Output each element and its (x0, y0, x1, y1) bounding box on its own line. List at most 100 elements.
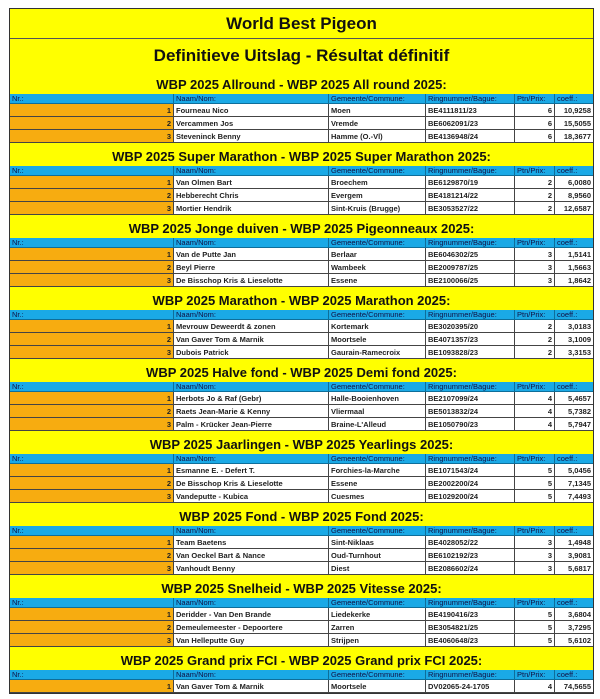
cell-rank: 2 (10, 333, 174, 346)
cell-municipality: Moen (329, 104, 426, 117)
cell-coefficient: 15,5055 (555, 117, 593, 130)
cell-points: 4 (515, 392, 555, 405)
cell-points: 2 (515, 346, 555, 359)
cell-ring-number: BE3053527/22 (426, 202, 515, 215)
cell-municipality: Wambeek (329, 261, 426, 274)
cell-name: Van Helleputte Guy (174, 634, 329, 647)
column-header-name: Naam/Nom: (174, 382, 329, 392)
column-header-name: Naam/Nom: (174, 598, 329, 608)
cell-municipality: Gaurain-Ramecroix (329, 346, 426, 359)
column-header-municipality: Gemeente/Commune: (329, 382, 426, 392)
cell-ring-number: BE6129870/19 (426, 176, 515, 189)
cell-municipality: Halle-Booienhoven (329, 392, 426, 405)
cell-ring-number: BE2100066/25 (426, 274, 515, 287)
column-header-municipality: Gemeente/Commune: (329, 238, 426, 248)
result-section: WBP 2025 Grand prix FCI - WBP 2025 Grand… (10, 647, 593, 693)
table-row: 3 Steveninck Benny Hamme (O.-Vl) BE4136948/… (10, 130, 593, 143)
cell-coefficient: 1,5141 (555, 248, 593, 261)
cell-points: 5 (515, 490, 555, 503)
table-row: 1 Van de Putte Jan Berlaar BE6046302/25 3 1,5… (10, 248, 593, 261)
cell-ring-number: BE4136948/24 (426, 130, 515, 143)
cell-points: 3 (515, 562, 555, 575)
cell-ring-number: BE2086602/24 (426, 562, 515, 575)
cell-coefficient: 3,3153 (555, 346, 593, 359)
column-header-points: Ptn/Prix: (515, 94, 555, 104)
cell-points: 4 (515, 405, 555, 418)
table-row: 2 Beyl Pierre Wambeek BE2009787/25 3 1,5663 (10, 261, 593, 274)
cell-name: De Bisschop Kris & Lieselotte (174, 274, 329, 287)
result-section: WBP 2025 Jonge duiven - WBP 2025 Pigeonn… (10, 215, 593, 287)
cell-ring-number: BE1071543/24 (426, 464, 515, 477)
cell-ring-number: BE6046302/25 (426, 248, 515, 261)
cell-coefficient: 74,5655 (555, 680, 593, 693)
column-header-municipality: Gemeente/Commune: (329, 598, 426, 608)
column-header-name: Naam/Nom: (174, 238, 329, 248)
table-row: 2 Van Gaver Tom & Marnik Moortsele BE407135… (10, 333, 593, 346)
table-row: 1 Deridder - Van Den Brande Liedekerke BE41… (10, 608, 593, 621)
cell-ring-number: BE3054821/25 (426, 621, 515, 634)
section-title: WBP 2025 Jonge duiven - WBP 2025 Pigeonn… (128, 221, 475, 236)
cell-rank: 2 (10, 477, 174, 490)
cell-coefficient: 3,6804 (555, 608, 593, 621)
cell-name: Steveninck Benny (174, 130, 329, 143)
cell-points: 4 (515, 418, 555, 431)
result-section: WBP 2025 Halve fond - WBP 2025 Demi fond… (10, 359, 593, 431)
cell-municipality: Hamme (O.-Vl) (329, 130, 426, 143)
cell-ring-number: BE4028052/22 (426, 536, 515, 549)
cell-municipality: Liedekerke (329, 608, 426, 621)
column-header-coefficient: coeff.: (555, 454, 593, 464)
section-title: WBP 2025 Snelheid - WBP 2025 Vitesse 202… (161, 581, 442, 596)
cell-coefficient: 1,4948 (555, 536, 593, 549)
cell-name: Vanhoudt Benny (174, 562, 329, 575)
table-row: 3 De Bisschop Kris & Lieselotte Essene BE21… (10, 274, 593, 287)
cell-municipality: Sint-Kruis (Brugge) (329, 202, 426, 215)
cell-municipality: Sint-Niklaas (329, 536, 426, 549)
cell-coefficient: 1,5663 (555, 261, 593, 274)
column-header-ring-number: Ringnummer/Bague: (426, 598, 515, 608)
cell-municipality: Braine-L'Alleud (329, 418, 426, 431)
column-header-name: Naam/Nom: (174, 526, 329, 536)
table-row: 2 Hebberecht Chris Evergem BE4181214/22 2 8,9… (10, 189, 593, 202)
column-header-rank: Nr.: (10, 166, 174, 176)
cell-rank: 1 (10, 392, 174, 405)
cell-coefficient: 3,7295 (555, 621, 593, 634)
cell-rank: 1 (10, 248, 174, 261)
cell-name: Van Oeckel Bart & Nance (174, 549, 329, 562)
cell-coefficient: 5,0456 (555, 464, 593, 477)
table-row: 3 Vandeputte - Kubica Cuesmes BE1029200/24 5… (10, 490, 593, 503)
section-title: WBP 2025 Halve fond - WBP 2025 Demi fond… (146, 365, 457, 380)
table-header: Nr.: Naam/Nom: Gemeente/Commune: Ringnummer… (10, 670, 593, 680)
table-row: 2 De Bisschop Kris & Lieselotte Essene BE20… (10, 477, 593, 490)
column-header-ring-number: Ringnummer/Bague: (426, 526, 515, 536)
cell-rank: 3 (10, 562, 174, 575)
cell-ring-number: BE4190416/23 (426, 608, 515, 621)
column-header-points: Ptn/Prix: (515, 382, 555, 392)
column-header-ring-number: Ringnummer/Bague: (426, 310, 515, 320)
column-header-rank: Nr.: (10, 526, 174, 536)
cell-municipality: Moortsele (329, 333, 426, 346)
table-row: 3 Mortier Hendrik Sint-Kruis (Brugge) BE305… (10, 202, 593, 215)
cell-ring-number: BE6062091/23 (426, 117, 515, 130)
column-header-ring-number: Ringnummer/Bague: (426, 670, 515, 680)
table-row: 2 Demeulemeester - Depoortere Zarren BE3054… (10, 621, 593, 634)
cell-rank: 3 (10, 418, 174, 431)
column-header-points: Ptn/Prix: (515, 238, 555, 248)
column-header-points: Ptn/Prix: (515, 526, 555, 536)
cell-points: 3 (515, 248, 555, 261)
table-header: Nr.: Naam/Nom: Gemeente/Commune: Ringnummer… (10, 238, 593, 248)
cell-rank: 2 (10, 621, 174, 634)
cell-coefficient: 18,3677 (555, 130, 593, 143)
cell-rank: 2 (10, 549, 174, 562)
cell-ring-number: BE2002200/24 (426, 477, 515, 490)
cell-rank: 3 (10, 490, 174, 503)
cell-coefficient: 10,9258 (555, 104, 593, 117)
table-row: 1 Van Olmen Bart Broechem BE6129870/19 2 6,00… (10, 176, 593, 189)
table-header: Nr.: Naam/Nom: Gemeente/Commune: Ringnummer… (10, 94, 593, 104)
page-subtitle: Definitieve Uitslag - Résultat définitif (153, 46, 450, 65)
cell-name: Van de Putte Jan (174, 248, 329, 261)
cell-municipality: Evergem (329, 189, 426, 202)
cell-rank: 3 (10, 346, 174, 359)
column-header-ring-number: Ringnummer/Bague: (426, 94, 515, 104)
result-section: WBP 2025 Jaarlingen - WBP 2025 Yearlings… (10, 431, 593, 503)
cell-points: 3 (515, 261, 555, 274)
